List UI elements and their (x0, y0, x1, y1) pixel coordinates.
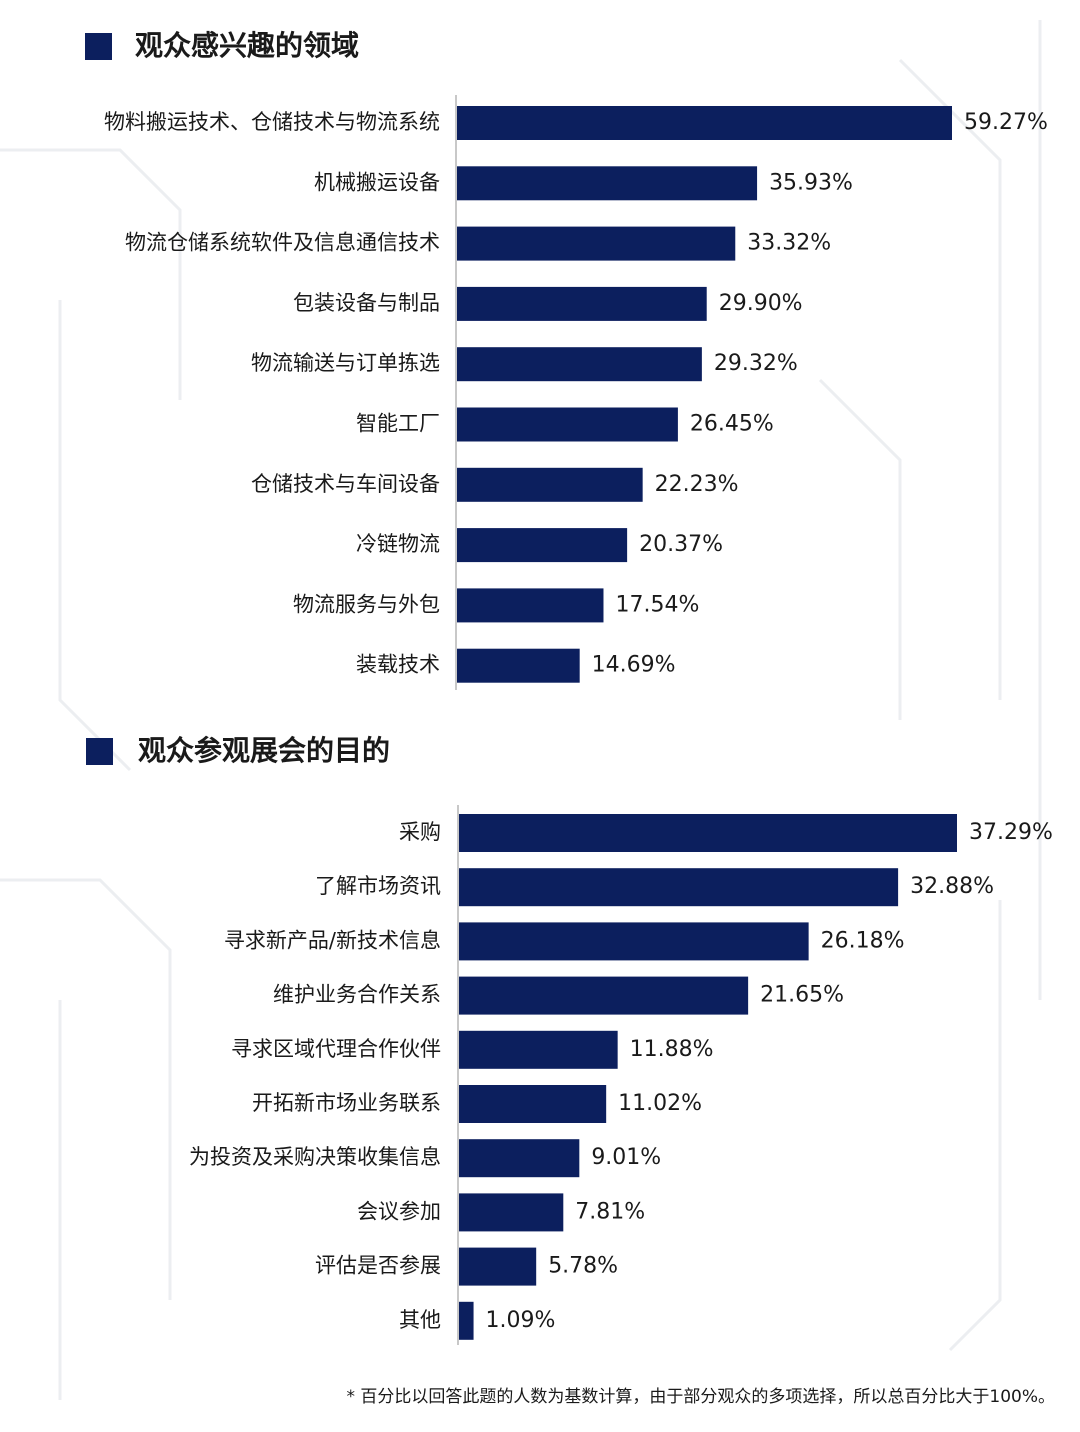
bar (459, 1085, 607, 1123)
category-label: 了解市场资讯 (315, 874, 441, 898)
bar (457, 286, 707, 321)
category-label: 仓储技术与车间设备 (251, 472, 440, 496)
value-label: 35.93% (769, 170, 853, 195)
background-pattern (0, 20, 1042, 1400)
bar (459, 922, 809, 961)
value-label: 14.69% (592, 653, 676, 678)
bar (457, 528, 628, 563)
category-label: 开拓新市场业务联系 (252, 1091, 441, 1115)
bar (459, 1247, 537, 1286)
category-label: 维护业务合作关系 (273, 983, 441, 1007)
value-label: 32.88% (910, 874, 994, 899)
category-label: 寻求区域代理合作伙伴 (231, 1037, 441, 1061)
category-label: 寻求新产品/新技术信息 (224, 928, 441, 952)
bar (459, 814, 957, 852)
value-label: 11.88% (630, 1037, 714, 1062)
value-label: 17.54% (615, 592, 699, 617)
value-label: 59.27% (964, 110, 1048, 135)
value-label: 21.65% (760, 983, 844, 1008)
value-label: 1.09% (486, 1308, 556, 1333)
category-label: 其他 (399, 1308, 441, 1332)
chart-title: 观众感兴趣的领域 (135, 29, 359, 62)
category-label: 包装设备与制品 (293, 291, 440, 315)
value-label: 22.23% (655, 472, 739, 497)
category-label: 智能工厂 (356, 412, 440, 436)
bar (457, 226, 736, 261)
value-label: 7.81% (575, 1199, 645, 1224)
category-label: 会议参加 (357, 1199, 441, 1223)
bar (459, 1030, 618, 1069)
category-label: 评估是否参展 (315, 1254, 441, 1278)
value-label: 5.78% (548, 1254, 618, 1279)
category-label: 物料搬运技术、仓储技术与物流系统 (104, 110, 440, 134)
bar (457, 347, 702, 382)
chart-title: 观众参观展会的目的 (138, 734, 390, 767)
bar (457, 467, 643, 502)
value-label: 29.90% (719, 291, 803, 316)
value-label: 37.29% (969, 820, 1053, 845)
category-label: 装载技术 (356, 653, 440, 677)
bar (457, 407, 678, 442)
category-label: 为投资及采购决策收集信息 (189, 1145, 441, 1169)
title-marker (85, 33, 112, 60)
category-label: 物流服务与外包 (293, 592, 440, 616)
category-label: 机械搬运设备 (314, 170, 440, 194)
category-label: 冷链物流 (356, 532, 440, 556)
bar (457, 106, 952, 140)
bar (459, 868, 899, 907)
value-label: 20.37% (639, 532, 723, 557)
bar (457, 166, 758, 201)
bar (459, 1193, 564, 1232)
footnote: * 百分比以回答此题的人数为基数计算，由于部分观众的多项选择，所以总百分比大于1… (346, 1387, 1055, 1407)
bar (457, 588, 604, 623)
value-label: 9.01% (591, 1145, 661, 1170)
bar (459, 976, 749, 1015)
title-marker (86, 738, 113, 765)
value-label: 26.45% (690, 412, 774, 437)
value-label: 29.32% (714, 351, 798, 376)
bar (459, 1301, 474, 1340)
bar (457, 648, 580, 683)
category-label: 物流仓储系统软件及信息通信技术 (125, 231, 440, 255)
value-label: 26.18% (821, 928, 905, 953)
category-label: 采购 (399, 820, 441, 844)
value-label: 33.32% (747, 231, 831, 256)
value-label: 11.02% (618, 1091, 702, 1116)
bar (459, 1139, 580, 1178)
category-label: 物流输送与订单拣选 (251, 351, 440, 375)
